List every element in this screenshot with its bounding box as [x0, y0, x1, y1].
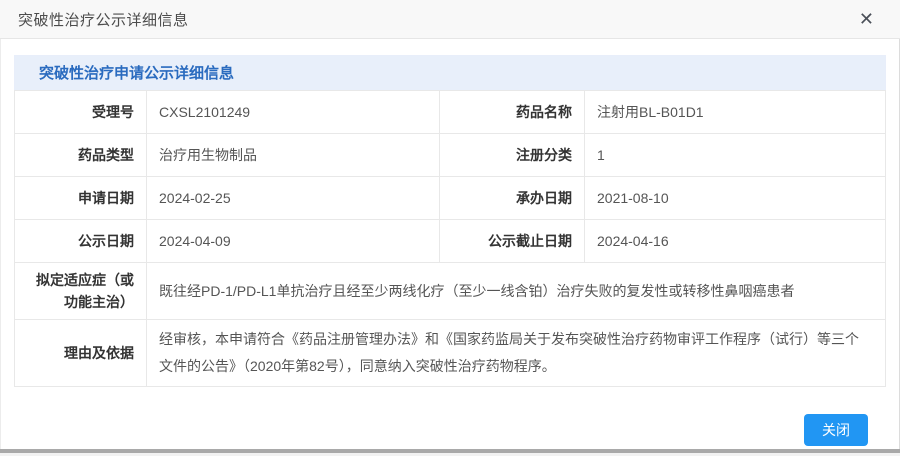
close-button[interactable]: 关闭 — [804, 414, 868, 446]
window-bottom-edge-lower — [0, 453, 900, 456]
table-row: 公示日期 2024-04-09 公示截止日期 2024-04-16 — [14, 219, 886, 263]
field-value-publicity-date: 2024-04-09 — [146, 219, 440, 263]
table-row: 拟定适应症（或功能主治） 既往经PD-1/PD-L1单抗治疗且经至少两线化疗（至… — [14, 262, 886, 320]
field-value-reason-basis: 经审核，本申请符合《药品注册管理办法》和《国家药监局关于发布突破性治疗药物审评工… — [146, 319, 886, 387]
dialog-footer: 关闭 — [14, 414, 868, 446]
field-label-indication: 拟定适应症（或功能主治） — [14, 262, 147, 320]
field-label-drug-type: 药品类型 — [14, 133, 147, 177]
close-icon[interactable]: ✕ — [858, 9, 874, 29]
dialog-title: 突破性治疗公示详细信息 — [18, 11, 189, 29]
field-value-undertake-date: 2021-08-10 — [584, 176, 886, 220]
field-value-apply-date: 2024-02-25 — [146, 176, 440, 220]
field-label-acceptance-no: 受理号 — [14, 90, 147, 134]
section-header: 突破性治疗申请公示详细信息 — [14, 55, 886, 90]
field-value-indication: 既往经PD-1/PD-L1单抗治疗且经至少两线化疗（至少一线含铂）治疗失败的复发… — [146, 262, 886, 320]
table-row: 受理号 CXSL2101249 药品名称 注射用BL-B01D1 — [14, 90, 886, 134]
field-label-publicity-end-date: 公示截止日期 — [439, 219, 585, 263]
dialog-body: 突破性治疗申请公示详细信息 受理号 CXSL2101249 药品名称 注射用BL… — [14, 55, 886, 446]
field-label-undertake-date: 承办日期 — [439, 176, 585, 220]
field-value-registration-class: 1 — [584, 133, 886, 177]
field-label-reason-basis: 理由及依据 — [14, 319, 147, 387]
window-bottom-edge — [0, 449, 900, 453]
field-value-drug-name: 注射用BL-B01D1 — [584, 90, 886, 134]
table-row: 申请日期 2024-02-25 承办日期 2021-08-10 — [14, 176, 886, 220]
field-label-apply-date: 申请日期 — [14, 176, 147, 220]
field-label-publicity-date: 公示日期 — [14, 219, 147, 263]
field-label-registration-class: 注册分类 — [439, 133, 585, 177]
dialog-title-bar: 突破性治疗公示详细信息 ✕ — [0, 0, 900, 39]
detail-table: 受理号 CXSL2101249 药品名称 注射用BL-B01D1 药品类型 治疗… — [14, 90, 886, 387]
field-value-drug-type: 治疗用生物制品 — [146, 133, 440, 177]
table-row: 药品类型 治疗用生物制品 注册分类 1 — [14, 133, 886, 177]
table-row: 理由及依据 经审核，本申请符合《药品注册管理办法》和《国家药监局关于发布突破性治… — [14, 319, 886, 387]
field-value-publicity-end-date: 2024-04-16 — [584, 219, 886, 263]
field-value-acceptance-no: CXSL2101249 — [146, 90, 440, 134]
field-label-drug-name: 药品名称 — [439, 90, 585, 134]
